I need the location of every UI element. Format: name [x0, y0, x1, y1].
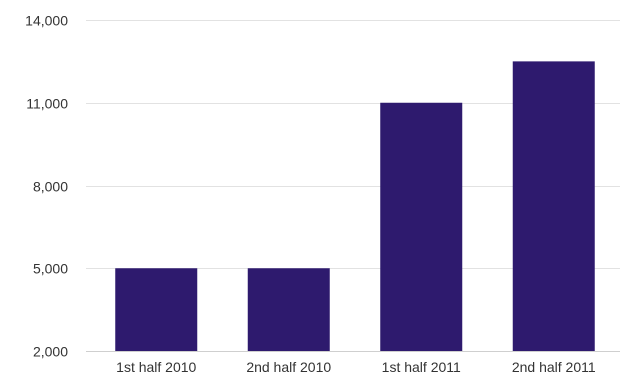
bar — [115, 268, 198, 351]
y-tick-label: 8,000 — [33, 179, 68, 195]
bars — [115, 61, 595, 351]
x-tick-label: 1st half 2011 — [382, 359, 461, 375]
y-tick-label: 14,000 — [25, 13, 68, 29]
bar — [512, 61, 595, 351]
bar — [380, 102, 463, 351]
bar — [247, 268, 330, 351]
x-tick-label: 1st half 2010 — [116, 359, 196, 375]
x-tick-label: 2nd half 2010 — [246, 359, 331, 375]
x-tick-label: 2nd half 2011 — [512, 359, 596, 375]
y-axis-ticks: 2,000 5,000 8,000 11,000 14,000 — [25, 13, 68, 360]
x-axis-ticks: 1st half 2010 2nd half 2010 1st half 2011 2… — [116, 359, 596, 375]
y-tick-label: 5,000 — [33, 261, 68, 277]
y-tick-label: 11,000 — [26, 96, 68, 112]
y-tick-label: 2,000 — [33, 344, 68, 360]
